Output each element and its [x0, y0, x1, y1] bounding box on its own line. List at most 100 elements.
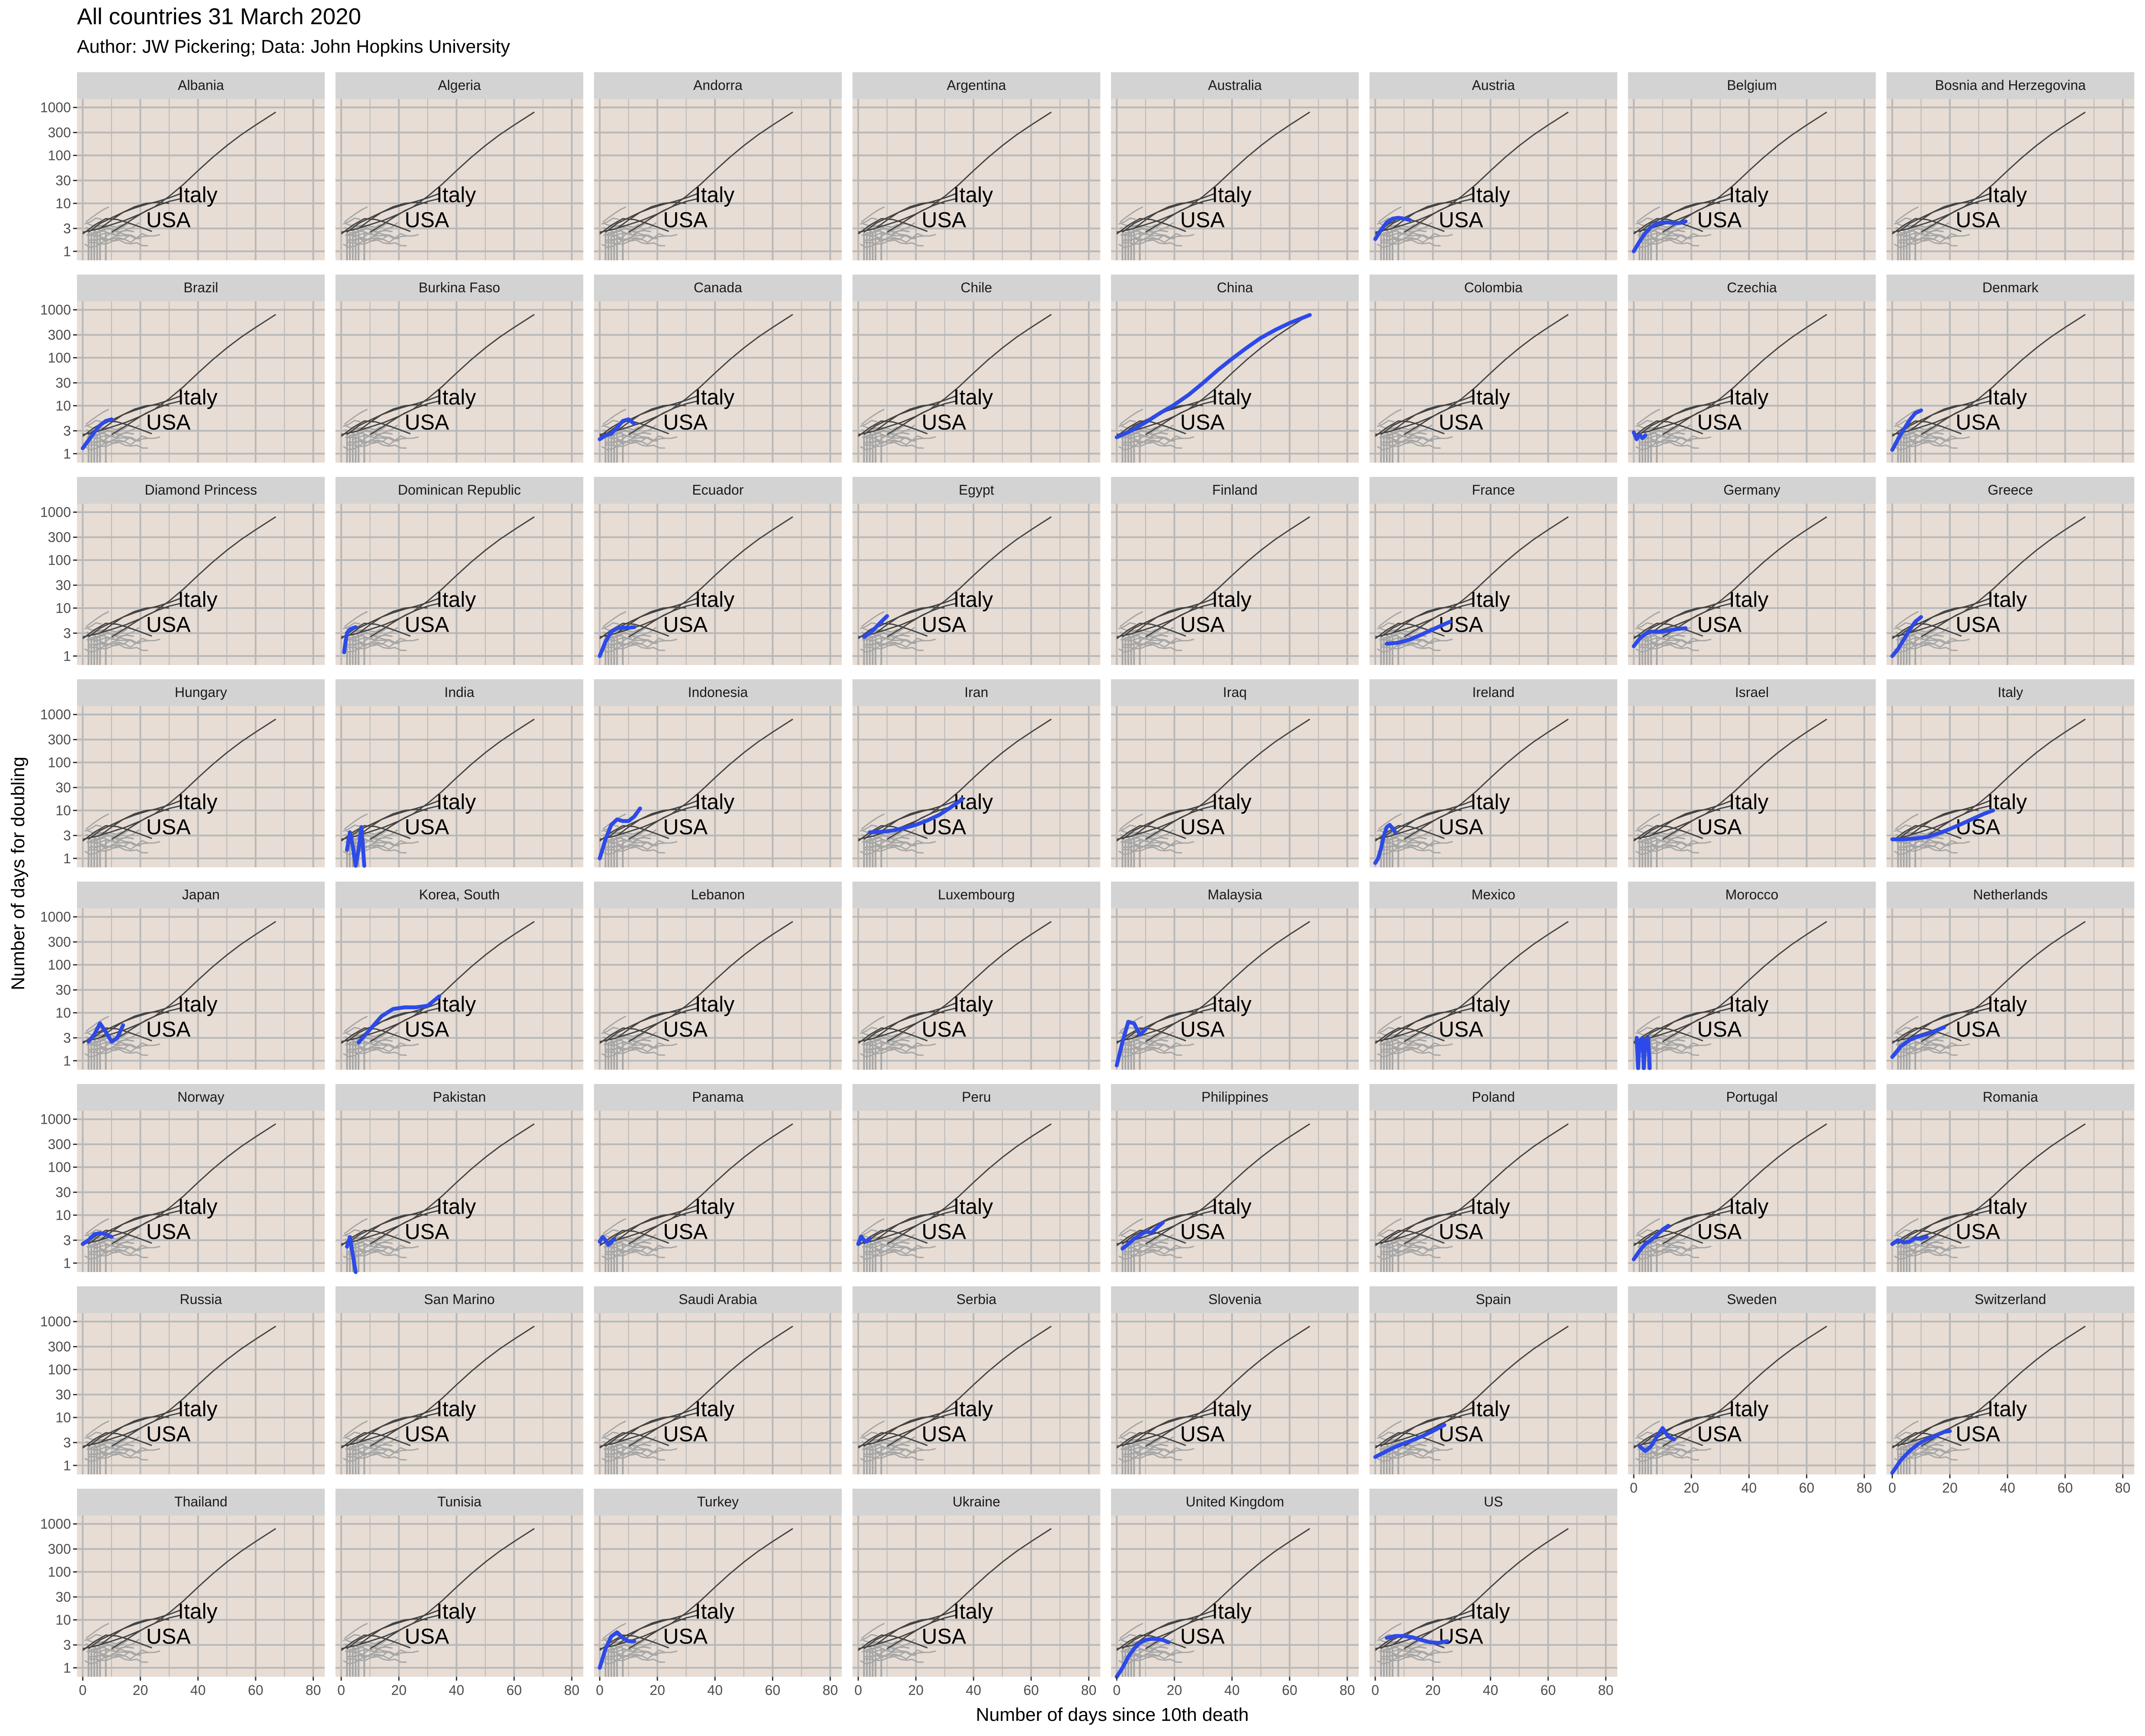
reference-line [1650, 404, 1720, 432]
strip [594, 275, 842, 301]
other-country-line [1894, 845, 1958, 855]
annotation-italy: Italy [1987, 992, 2027, 1016]
other-country-line [601, 622, 619, 630]
reference-line [82, 112, 276, 233]
reference-line [1116, 1634, 1186, 1651]
other-country-line [91, 1643, 160, 1656]
other-country-line [1118, 1655, 1182, 1665]
strip [852, 477, 1101, 504]
annotation-usa: USA [663, 208, 708, 232]
other-country-line [1119, 1623, 1143, 1639]
reference-line [875, 1213, 945, 1241]
annotation-italy: Italy [178, 1397, 218, 1421]
country-line [1385, 1634, 1450, 1645]
other-country-line [1118, 1229, 1136, 1237]
other-country-line [861, 1218, 885, 1234]
reference-line [341, 516, 535, 638]
reference-line [82, 1432, 152, 1449]
other-country-line [1635, 217, 1653, 225]
reference-line [1633, 1123, 1828, 1245]
y-tick-label: 100 [48, 147, 71, 163]
y-tick-label: 300 [48, 530, 71, 545]
other-country-line [861, 1016, 885, 1032]
x-tick-label: 40 [966, 1682, 981, 1698]
reference-line [1133, 1416, 1204, 1443]
reference-line [599, 314, 794, 435]
other-country-line [1118, 622, 1136, 630]
other-country-line [1635, 441, 1699, 451]
other-country-line [1642, 834, 1712, 846]
other-country-line [601, 845, 665, 855]
other-country-line [1635, 419, 1653, 427]
reference-line [1392, 1416, 1462, 1443]
country-line [1890, 808, 1995, 841]
y-tick-label: 3 [63, 1232, 71, 1248]
other-country-line [1377, 1452, 1441, 1462]
reference-line [1633, 719, 1828, 840]
reference-line [1897, 1002, 1991, 1042]
annotation-usa: USA [1956, 815, 2000, 839]
y-tick-label: 1000 [40, 707, 71, 723]
other-country-line [84, 217, 102, 225]
other-country-line [1377, 238, 1441, 248]
reference-line [599, 218, 669, 235]
strip-label: Brazil [183, 280, 218, 295]
country-line [1890, 615, 1923, 658]
other-country-line [349, 1643, 419, 1656]
reference-line [887, 198, 957, 233]
other-country-line [1118, 845, 1182, 855]
reference-line [858, 1634, 928, 1651]
other-country-line [343, 1229, 361, 1237]
y-tick-label: 300 [48, 125, 71, 141]
y-tick-label: 1 [63, 1053, 71, 1068]
reference-line [1145, 400, 1215, 435]
other-country-line [1642, 429, 1712, 441]
y-tick-label: 100 [48, 957, 71, 972]
y-axis-title: Number of days for doubling [8, 757, 29, 990]
y-tick-label: 100 [48, 1362, 71, 1377]
annotation-italy: Italy [953, 1599, 993, 1623]
other-country-line [860, 1431, 878, 1439]
other-country-line [1894, 238, 1958, 248]
reference-line [858, 1123, 1052, 1245]
reference-line [628, 603, 698, 638]
x-tick-label: 80 [1598, 1682, 1614, 1698]
other-country-line [1378, 206, 1402, 223]
annotation-usa: USA [1697, 208, 1742, 232]
reference-line [1380, 1609, 1474, 1650]
other-country-line [1119, 611, 1143, 627]
reference-line [111, 805, 181, 840]
other-country-line [608, 227, 678, 239]
other-country-line [860, 643, 924, 653]
reference-line [599, 112, 794, 233]
annotation-usa: USA [1180, 815, 1225, 839]
country-line [80, 1231, 114, 1246]
strip [335, 477, 583, 504]
other-country-line [1383, 429, 1453, 441]
reference-line [1116, 1326, 1310, 1447]
reference-line [82, 1326, 276, 1447]
strip [852, 679, 1101, 706]
other-country-line [85, 1218, 109, 1234]
reference-line [1403, 805, 1473, 840]
strip-label: Dominican Republic [398, 482, 521, 498]
reference-line [111, 1615, 181, 1650]
x-tick-label: 60 [1282, 1682, 1297, 1698]
x-tick-label: 40 [1742, 1480, 1757, 1496]
annotation-usa: USA [922, 1219, 966, 1244]
other-country-line [860, 845, 924, 855]
other-country-line [91, 631, 160, 644]
other-country-line [1900, 429, 1970, 441]
x-tick-label: 20 [1942, 1480, 1958, 1496]
annotation-usa: USA [146, 410, 191, 434]
reference-line [1392, 1011, 1462, 1039]
reference-line [1375, 623, 1445, 639]
strip-label: San Marino [424, 1292, 495, 1307]
reference-line [1133, 606, 1204, 634]
strip [594, 477, 842, 504]
reference-line [875, 1416, 945, 1443]
